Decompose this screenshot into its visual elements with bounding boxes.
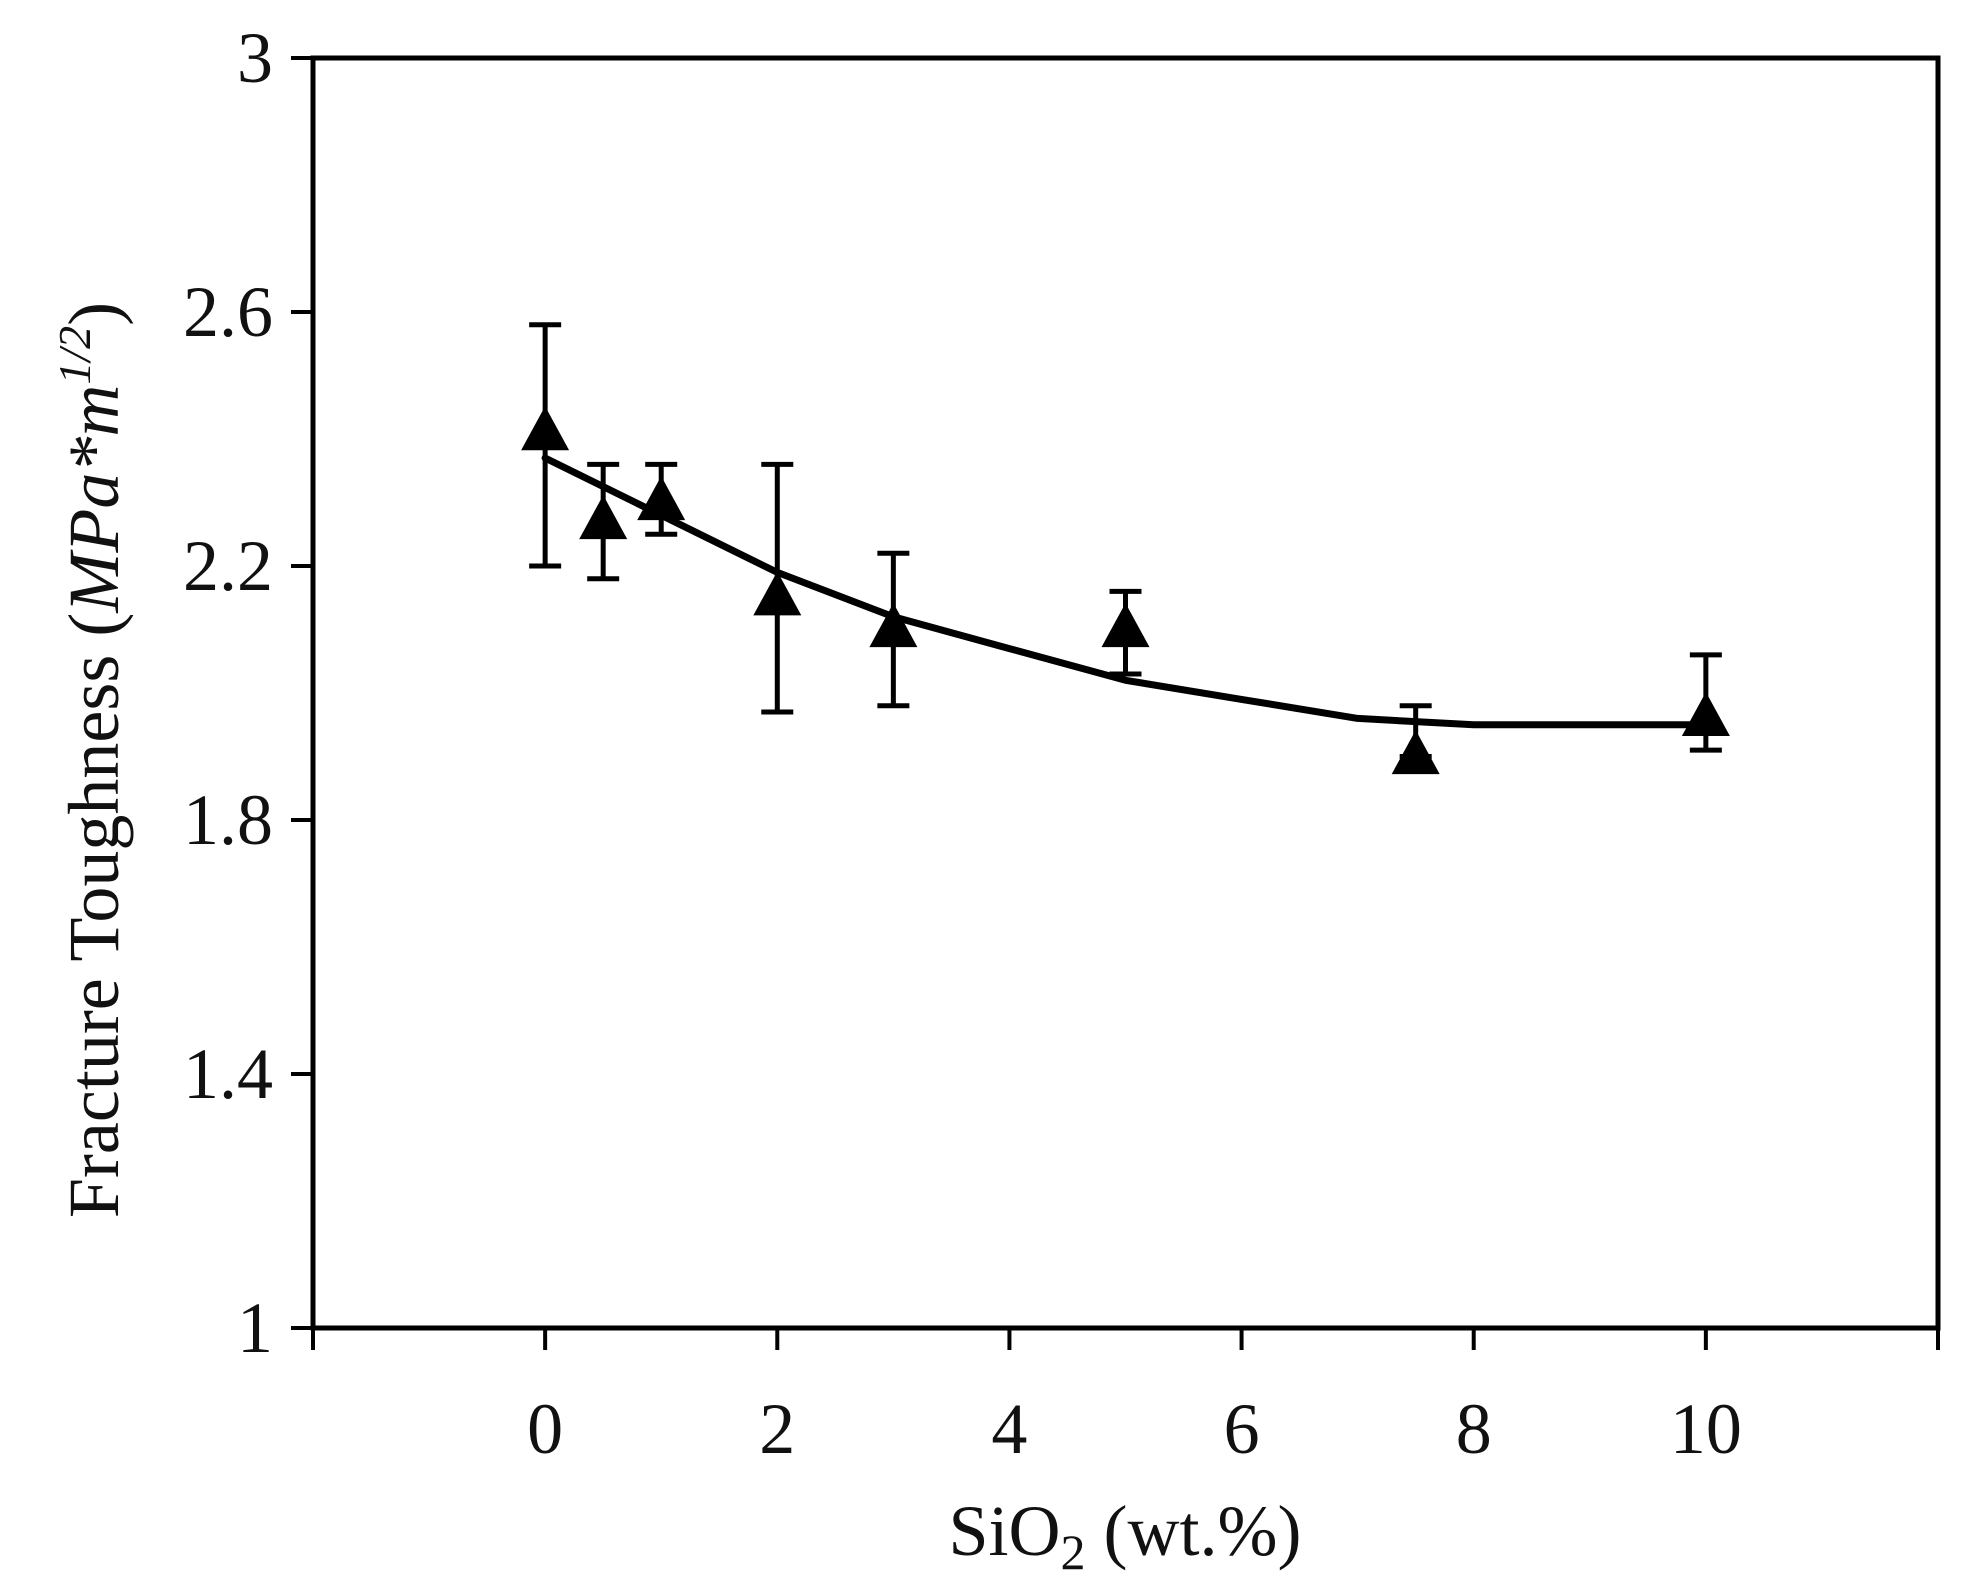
x-tick-label: 10 xyxy=(1670,1389,1742,1469)
data-point-triangle xyxy=(579,495,628,540)
x-tick-label: 2 xyxy=(759,1389,795,1469)
x-tick-label: 6 xyxy=(1224,1389,1260,1469)
x-axis-ticks: 0 2 4 6 8 10 xyxy=(311,1328,1940,1469)
data-point-triangle xyxy=(1681,692,1730,736)
data-point-triangle xyxy=(1391,730,1440,775)
x-tick-label: 8 xyxy=(1456,1389,1492,1469)
plot-frame xyxy=(310,55,1941,1331)
x-tick-label: 0 xyxy=(527,1389,563,1469)
y-tick-label: 2.2 xyxy=(183,526,273,606)
x-tick-label: 4 xyxy=(991,1389,1027,1469)
data-point-triangle xyxy=(521,406,570,451)
fit-line-group xyxy=(541,454,1710,729)
data-points-group xyxy=(521,322,1730,775)
y-axis-ticks: 1 1.4 1.8 2.2 2.6 3 xyxy=(183,18,313,1368)
y-tick-label: 2.6 xyxy=(183,272,273,352)
y-tick-label: 1 xyxy=(237,1288,273,1368)
data-point-triangle xyxy=(1101,603,1150,648)
y-tick-label: 1.8 xyxy=(183,780,273,860)
fit-line xyxy=(541,454,1710,729)
y-axis-title: Fracture Toughness (MPa*m1/2) xyxy=(49,302,134,1218)
data-point-triangle xyxy=(869,603,918,648)
data-point-triangle xyxy=(753,571,802,616)
y-tick-label: 1.4 xyxy=(183,1034,273,1114)
y-tick-label: 3 xyxy=(237,18,273,98)
x-axis-title: SiO2 (wt.%) xyxy=(949,1491,1302,1577)
data-point-triangle xyxy=(637,476,686,521)
